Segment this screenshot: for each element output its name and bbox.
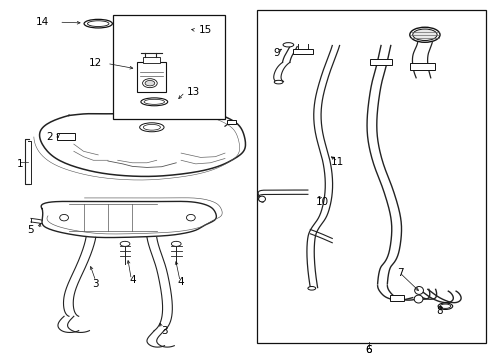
Text: 4: 4 [129, 275, 135, 285]
Text: 4: 4 [178, 277, 184, 287]
Text: 13: 13 [186, 87, 200, 97]
Ellipse shape [141, 98, 167, 106]
Ellipse shape [143, 125, 160, 130]
Text: 14: 14 [36, 17, 49, 27]
Ellipse shape [412, 29, 436, 41]
Text: 11: 11 [330, 157, 343, 167]
Bar [137, 62, 165, 92]
Ellipse shape [274, 80, 283, 84]
Text: 9: 9 [272, 48, 279, 58]
Ellipse shape [307, 287, 315, 290]
Bar [192, 28, 197, 33]
Ellipse shape [87, 21, 109, 27]
Ellipse shape [413, 295, 422, 303]
Text: 6: 6 [365, 345, 371, 355]
Ellipse shape [142, 79, 157, 87]
Ellipse shape [140, 123, 163, 132]
Ellipse shape [186, 215, 195, 221]
Text: 1: 1 [17, 159, 23, 169]
Ellipse shape [409, 27, 439, 42]
Bar [143, 57, 159, 63]
Ellipse shape [120, 241, 130, 246]
Bar [113, 15, 224, 119]
Text: 7: 7 [396, 268, 403, 278]
Bar [57, 134, 75, 140]
Bar [227, 120, 236, 125]
Text: 10: 10 [315, 197, 328, 207]
Ellipse shape [84, 19, 112, 28]
Text: 2: 2 [46, 132, 53, 142]
Ellipse shape [145, 81, 155, 86]
Text: 5: 5 [27, 225, 34, 235]
Text: 3: 3 [161, 326, 167, 336]
Text: 6: 6 [365, 345, 371, 355]
Bar [176, 19, 182, 27]
Ellipse shape [60, 215, 68, 221]
Text: 8: 8 [435, 306, 442, 316]
Ellipse shape [439, 304, 450, 309]
Text: 3: 3 [92, 279, 99, 289]
Ellipse shape [437, 303, 452, 310]
Text: 15: 15 [199, 25, 212, 35]
Bar [369, 59, 391, 65]
Bar [389, 295, 404, 301]
Ellipse shape [258, 196, 265, 202]
Bar [293, 49, 312, 54]
Ellipse shape [283, 42, 293, 47]
Ellipse shape [144, 99, 164, 104]
Bar [256, 10, 485, 343]
Bar [409, 63, 434, 69]
Ellipse shape [414, 287, 423, 294]
Text: 12: 12 [89, 58, 102, 68]
Ellipse shape [171, 241, 181, 246]
